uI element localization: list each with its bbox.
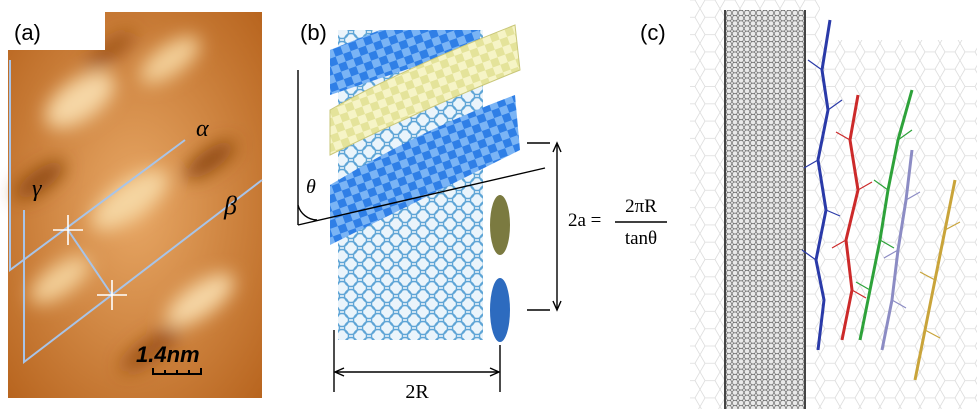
equation-denominator: tanθ [625, 228, 657, 249]
figure: (a) α β γ 1.4nm (b) θ 2a = 2πR tanθ 2R [0, 0, 977, 409]
panel-label: (c) [640, 20, 666, 45]
label-box [820, 0, 977, 40]
panel-a: (a) α β γ 1.4nm [8, 12, 262, 398]
label-box [380, 12, 440, 30]
width-label: 2R [405, 381, 429, 403]
band-section [490, 195, 510, 255]
gamma-label: γ [32, 176, 42, 202]
alpha-label: α [196, 116, 209, 142]
panel-label: (b) [300, 20, 327, 45]
nanotube [725, 10, 805, 409]
band-section [490, 278, 510, 342]
equation-lhs: 2a = [568, 210, 601, 231]
panel-label: (a) [14, 20, 41, 45]
equation-numerator: 2πR [625, 196, 657, 217]
theta-label: θ [306, 176, 316, 198]
panel-b: (b) θ 2a = 2πR tanθ 2R [298, 12, 667, 403]
panel-c: (c) [640, 0, 977, 409]
scale-bar-label: 1.4nm [136, 342, 200, 367]
beta-label: β [223, 191, 237, 220]
